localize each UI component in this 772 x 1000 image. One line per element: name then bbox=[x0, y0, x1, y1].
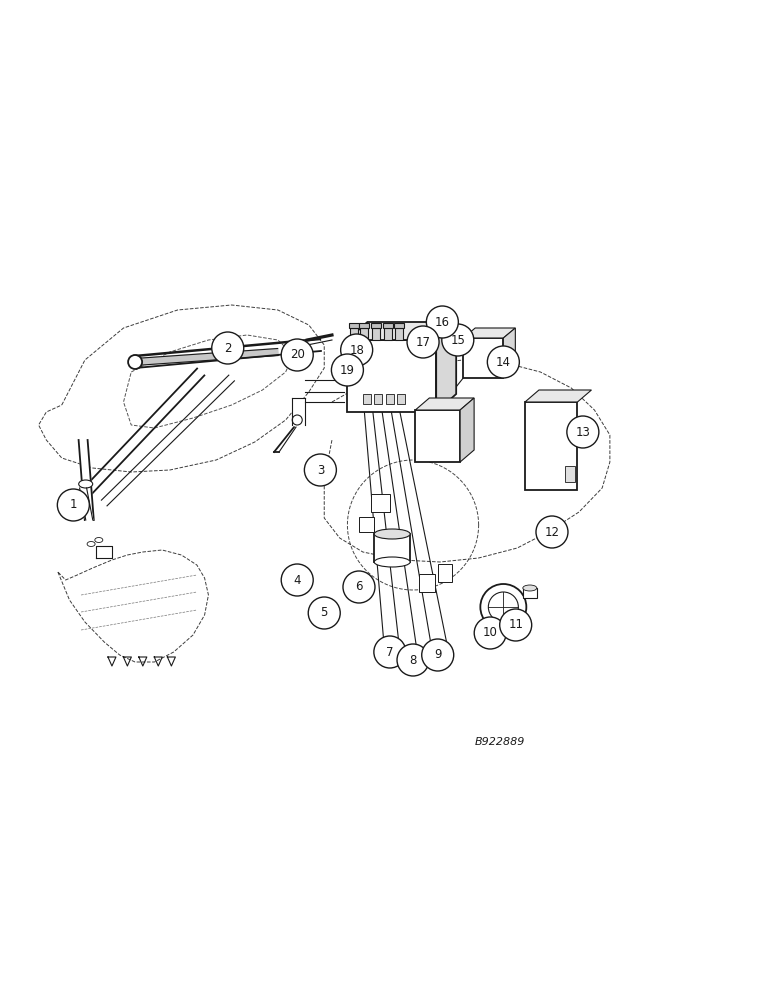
Text: 3: 3 bbox=[317, 464, 324, 477]
Circle shape bbox=[57, 489, 90, 521]
Text: 6: 6 bbox=[355, 580, 363, 593]
Text: 13: 13 bbox=[575, 426, 591, 438]
Polygon shape bbox=[292, 398, 305, 425]
Text: 9: 9 bbox=[434, 648, 442, 662]
Bar bbox=[565, 466, 575, 482]
Polygon shape bbox=[79, 440, 93, 520]
Circle shape bbox=[397, 644, 429, 676]
Text: 15: 15 bbox=[450, 334, 466, 347]
Bar bbox=[360, 323, 369, 328]
Ellipse shape bbox=[87, 542, 95, 546]
Polygon shape bbox=[460, 398, 474, 462]
Bar bbox=[525, 402, 577, 490]
Text: 4: 4 bbox=[293, 574, 301, 586]
Bar bbox=[374, 394, 382, 404]
Text: 12: 12 bbox=[544, 526, 560, 538]
Polygon shape bbox=[463, 328, 516, 338]
Text: 20: 20 bbox=[290, 349, 305, 361]
Ellipse shape bbox=[95, 538, 103, 542]
Circle shape bbox=[308, 597, 340, 629]
Circle shape bbox=[487, 346, 520, 378]
Bar bbox=[383, 323, 392, 328]
Circle shape bbox=[281, 339, 313, 371]
Bar bbox=[359, 517, 374, 532]
Circle shape bbox=[480, 584, 527, 630]
Bar bbox=[413, 336, 421, 344]
Text: 10: 10 bbox=[482, 626, 498, 640]
Circle shape bbox=[212, 332, 244, 364]
Circle shape bbox=[340, 334, 373, 366]
Text: 14: 14 bbox=[496, 356, 511, 368]
Bar bbox=[463, 338, 503, 378]
Polygon shape bbox=[415, 398, 474, 410]
Bar bbox=[419, 574, 435, 592]
Bar bbox=[364, 394, 371, 404]
Bar bbox=[361, 328, 368, 340]
Bar bbox=[372, 328, 380, 340]
Text: 19: 19 bbox=[340, 363, 355, 376]
Text: 18: 18 bbox=[349, 344, 364, 357]
Circle shape bbox=[567, 416, 599, 448]
Bar bbox=[349, 323, 358, 328]
Bar bbox=[350, 328, 357, 340]
Text: 7: 7 bbox=[386, 646, 394, 658]
Circle shape bbox=[536, 516, 568, 548]
Bar bbox=[394, 323, 404, 328]
Polygon shape bbox=[135, 349, 278, 365]
Text: 1: 1 bbox=[69, 498, 77, 512]
Bar bbox=[523, 588, 537, 598]
Circle shape bbox=[407, 326, 439, 358]
Polygon shape bbox=[347, 322, 456, 340]
Circle shape bbox=[474, 617, 506, 649]
Polygon shape bbox=[503, 328, 516, 378]
Circle shape bbox=[374, 636, 406, 668]
Ellipse shape bbox=[374, 557, 410, 567]
Ellipse shape bbox=[523, 585, 537, 591]
Bar bbox=[438, 564, 452, 582]
Bar bbox=[425, 331, 432, 339]
Text: 5: 5 bbox=[320, 606, 328, 619]
Bar bbox=[386, 394, 394, 404]
Ellipse shape bbox=[374, 529, 410, 539]
Circle shape bbox=[281, 564, 313, 596]
Bar bbox=[371, 323, 381, 328]
Bar bbox=[371, 494, 390, 512]
Bar bbox=[415, 410, 460, 462]
Text: 16: 16 bbox=[435, 316, 450, 328]
Text: B922889: B922889 bbox=[475, 737, 526, 747]
Bar bbox=[384, 328, 391, 340]
Circle shape bbox=[422, 639, 454, 671]
Polygon shape bbox=[436, 322, 456, 412]
Text: 8: 8 bbox=[409, 654, 417, 666]
Bar bbox=[398, 394, 405, 404]
Bar bbox=[395, 328, 403, 340]
Circle shape bbox=[331, 354, 364, 386]
Ellipse shape bbox=[79, 480, 93, 488]
Circle shape bbox=[304, 454, 337, 486]
Bar bbox=[347, 340, 436, 412]
Bar bbox=[374, 534, 410, 562]
Text: 17: 17 bbox=[415, 336, 431, 349]
Circle shape bbox=[343, 571, 375, 603]
Bar bbox=[432, 328, 440, 336]
Circle shape bbox=[293, 415, 302, 425]
Polygon shape bbox=[80, 488, 93, 520]
Circle shape bbox=[426, 306, 459, 338]
Polygon shape bbox=[525, 390, 591, 402]
Text: 2: 2 bbox=[224, 342, 232, 355]
Circle shape bbox=[128, 355, 142, 369]
Text: 11: 11 bbox=[508, 618, 523, 632]
Circle shape bbox=[499, 609, 532, 641]
Circle shape bbox=[442, 324, 474, 356]
